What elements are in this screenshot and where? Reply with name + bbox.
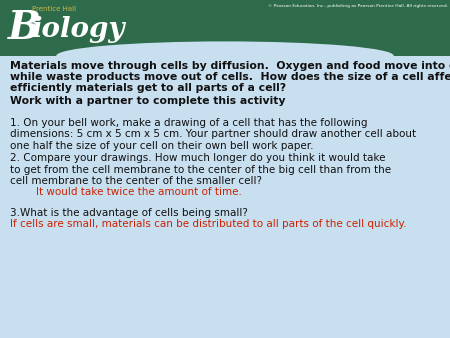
Text: © Pearson Education, Inc., publishing as Pearson Prentice Hall. All rights reser: © Pearson Education, Inc., publishing as… (268, 4, 448, 8)
Text: Work with a partner to complete this activity: Work with a partner to complete this act… (10, 96, 285, 106)
Text: 2. Compare your drawings. How much longer do you think it would take: 2. Compare your drawings. How much longe… (10, 153, 385, 164)
Text: while waste products move out of cells.  How does the size of a cell affect how: while waste products move out of cells. … (10, 72, 450, 82)
Text: Materials move through cells by diffusion.  Oxygen and food move into cells,: Materials move through cells by diffusio… (10, 61, 450, 71)
Text: dimensions: 5 cm x 5 cm x 5 cm. Your partner should draw another cell about: dimensions: 5 cm x 5 cm x 5 cm. Your par… (10, 129, 416, 140)
Bar (0, 0, 450, 56)
Text: 3.What is the advantage of cells being small?: 3.What is the advantage of cells being s… (10, 208, 248, 218)
Text: If cells are small, materials can be distributed to all parts of the cell quickl: If cells are small, materials can be dis… (10, 219, 406, 229)
Text: Prentice Hall: Prentice Hall (32, 6, 76, 13)
Text: B: B (8, 9, 41, 47)
Text: 1. On your bell work, make a drawing of a cell that has the following: 1. On your bell work, make a drawing of … (10, 118, 367, 128)
Text: cell membrane to the center of the smaller cell?: cell membrane to the center of the small… (10, 176, 262, 186)
Text: iology: iology (31, 16, 124, 43)
Text: one half the size of your cell on their own bell work paper.: one half the size of your cell on their … (10, 141, 313, 151)
Ellipse shape (56, 41, 394, 70)
Text: It would take twice the amount of time.: It would take twice the amount of time. (36, 187, 242, 197)
Text: efficiently materials get to all parts of a cell?: efficiently materials get to all parts o… (10, 83, 286, 93)
Text: to get from the cell membrane to the center of the big cell than from the: to get from the cell membrane to the cen… (10, 165, 391, 175)
